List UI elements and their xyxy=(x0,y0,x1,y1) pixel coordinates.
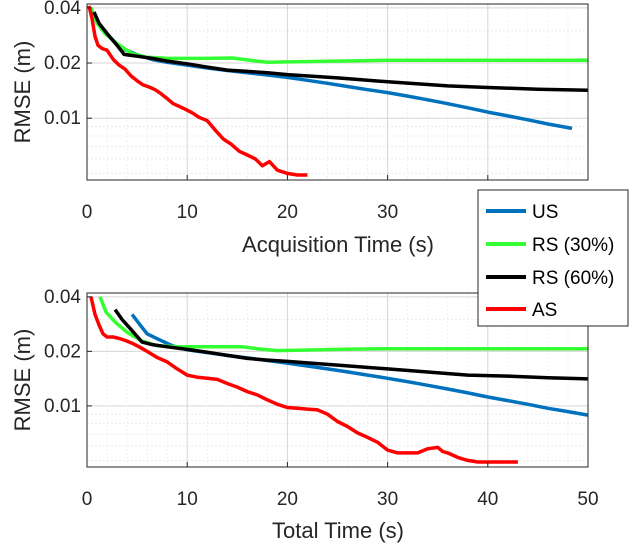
bottom-y-tick-label-0-02: 0.02 xyxy=(44,341,81,362)
top-x-tick-label-0: 0 xyxy=(82,202,93,223)
legend-label-us: US xyxy=(532,202,558,223)
bottom-plot-frame xyxy=(86,292,589,468)
bottom-y-tick-label-0-04: 0.04 xyxy=(44,287,81,308)
top-x-axis-label: Acquisition Time (s) xyxy=(242,232,434,257)
bottom-series-as xyxy=(89,296,518,464)
top-plot-frame xyxy=(86,3,589,181)
legend: US RS (30%) RS (60%) AS xyxy=(477,189,629,327)
bottom-y-axis-label: RMSE (m) xyxy=(10,329,35,432)
bottom-x-tick-label-30: 30 xyxy=(377,489,398,510)
bottom-series-lines xyxy=(89,296,589,464)
top-series-as xyxy=(87,5,308,177)
bottom-x-tick-label-0: 0 xyxy=(82,489,93,510)
top-y-tick-label-0-01: 0.01 xyxy=(44,108,81,129)
top-x-tick-label-20: 20 xyxy=(277,202,298,223)
top-plot-area xyxy=(87,4,588,180)
top-chart: 0102030400.010.020.04 Acquisition Time (… xyxy=(10,0,589,257)
top-x-tick-label-10: 10 xyxy=(177,202,198,223)
bottom-ticks: 0 10 20 30 40 50 0.01 0.02 0.04 xyxy=(44,287,599,510)
legend-label-rs-30: RS (30%) xyxy=(532,235,614,256)
bottom-x-tick-label-40: 40 xyxy=(477,489,498,510)
bottom-x-tick-label-20: 20 xyxy=(277,489,298,510)
top-x-tick-label-30: 30 xyxy=(377,202,398,223)
legend-label-as: AS xyxy=(532,300,557,321)
top-y-tick-label-0-02: 0.02 xyxy=(44,53,81,74)
bottom-series-rs-60 xyxy=(113,308,589,381)
bottom-x-tick-label-50: 50 xyxy=(577,489,598,510)
bottom-series-rs-30 xyxy=(98,296,588,353)
top-series-rs-60 xyxy=(92,11,589,93)
top-series-lines xyxy=(87,5,589,177)
bottom-y-tick-label-0-01: 0.01 xyxy=(44,396,81,417)
top-y-tick-label-0-04: 0.04 xyxy=(44,0,81,19)
legend-label-rs-60: RS (60%) xyxy=(532,268,614,289)
top-y-axis-label: RMSE (m) xyxy=(10,41,35,144)
bottom-x-axis-label: Total Time (s) xyxy=(272,518,404,543)
bottom-x-tick-label-10: 10 xyxy=(177,489,198,510)
